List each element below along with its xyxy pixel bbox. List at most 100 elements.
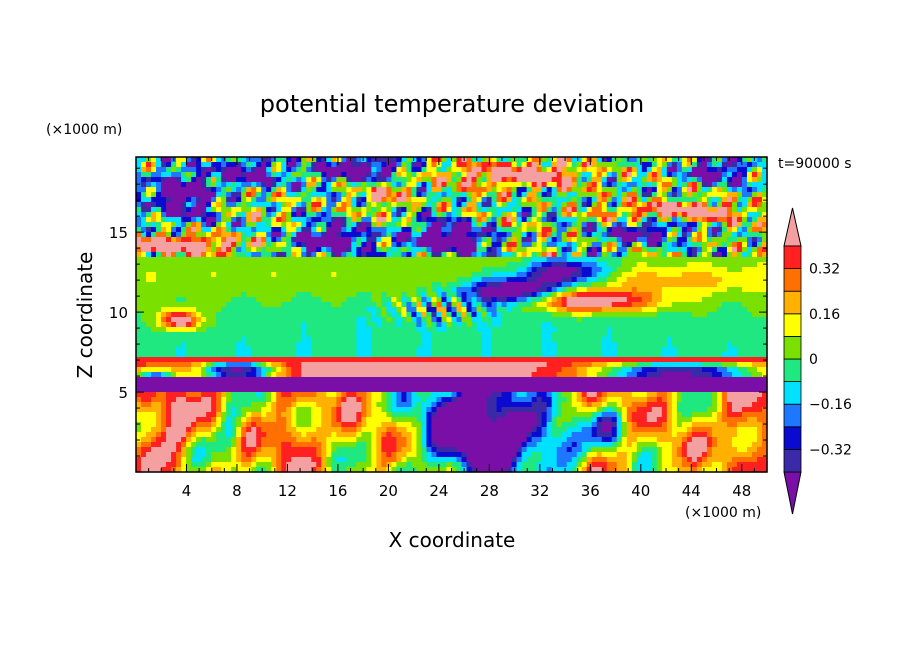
contour-cell	[211, 172, 217, 178]
contour-cell	[276, 257, 282, 263]
contour-cell	[216, 337, 222, 343]
contour-cell	[421, 182, 428, 188]
contour-cell	[241, 262, 247, 268]
contour-cell	[551, 282, 558, 288]
contour-cell	[251, 292, 257, 298]
contour-cell	[491, 312, 498, 318]
contour-cell	[481, 297, 488, 303]
contour-cell	[306, 352, 312, 358]
contour-cell	[316, 352, 322, 358]
contour-cell	[456, 172, 463, 178]
contour-cell	[511, 317, 518, 323]
contour-cell	[501, 222, 508, 228]
contour-cell	[611, 302, 618, 308]
contour-cell	[376, 172, 382, 178]
contour-cell	[291, 167, 297, 173]
contour-cell	[686, 322, 693, 328]
contour-cell	[446, 157, 453, 163]
contour-cell	[251, 212, 257, 218]
contour-cell	[636, 207, 643, 213]
contour-cell	[281, 177, 287, 183]
contour-cell	[661, 277, 668, 283]
contour-cell	[206, 222, 212, 228]
contour-cell	[181, 292, 187, 298]
contour-cell	[386, 252, 393, 258]
contour-cell	[321, 287, 327, 293]
contour-cell	[256, 257, 262, 263]
contour-cell	[466, 227, 473, 233]
contour-cell	[561, 162, 568, 168]
contour-cell	[596, 217, 603, 223]
contour-cell	[726, 157, 733, 163]
contour-cell	[751, 337, 758, 343]
contour-cell	[681, 342, 688, 348]
contour-cell	[731, 277, 738, 283]
contour-cell	[216, 212, 222, 218]
contour-cell	[751, 257, 758, 263]
contour-cell	[231, 347, 237, 353]
contour-cell	[676, 312, 683, 318]
contour-cell	[256, 172, 262, 178]
contour-cell	[291, 192, 297, 198]
contour-cell	[326, 157, 332, 163]
contour-cell	[401, 262, 408, 268]
contour-cell	[391, 277, 398, 283]
contour-cell	[731, 307, 738, 313]
contour-cell	[426, 172, 433, 178]
contour-cell	[621, 322, 628, 328]
contour-cell	[306, 172, 312, 178]
contour-cell	[406, 292, 413, 298]
contour-cell	[371, 272, 377, 278]
contour-cell	[371, 237, 377, 243]
contour-cell	[316, 282, 322, 288]
contour-cell	[576, 262, 583, 268]
contour-cell	[166, 167, 172, 173]
contour-cell	[411, 182, 418, 188]
contour-cell	[321, 222, 327, 228]
contour-cell	[441, 312, 448, 318]
contour-cell	[381, 162, 387, 168]
contour-cell	[571, 167, 578, 173]
contour-cell	[546, 237, 553, 243]
contour-cell	[526, 212, 533, 218]
contour-cell	[366, 262, 372, 268]
contour-cell	[561, 167, 568, 173]
contour-cell	[456, 297, 463, 303]
contour-cell	[481, 232, 488, 238]
contour-cell	[471, 352, 478, 358]
contour-cell	[751, 297, 758, 303]
contour-cell	[706, 322, 713, 328]
contour-cell	[751, 177, 758, 183]
contour-cell	[206, 237, 212, 243]
contour-cell	[661, 322, 668, 328]
contour-cell	[721, 332, 728, 338]
contour-cell	[681, 307, 688, 313]
contour-cell	[246, 227, 252, 233]
contour-cell	[516, 307, 523, 313]
contour-cell	[396, 302, 403, 308]
contour-cell	[496, 287, 503, 293]
contour-cell	[261, 327, 267, 333]
contour-cell	[516, 322, 523, 328]
contour-cell	[666, 252, 673, 258]
contour-cell	[496, 292, 503, 298]
contour-cell	[536, 217, 543, 223]
contour-cell	[526, 322, 533, 328]
contour-cell	[336, 287, 342, 293]
contour-cell	[251, 327, 257, 333]
contour-cell	[236, 202, 242, 208]
contour-cell	[661, 237, 668, 243]
contour-cell	[496, 282, 503, 288]
contour-cell	[626, 292, 633, 298]
contour-cell	[221, 197, 227, 203]
contour-cell	[186, 207, 192, 213]
contour-cell	[526, 282, 533, 288]
contour-cell	[401, 317, 408, 323]
contour-cell	[656, 172, 663, 178]
contour-cell	[171, 287, 177, 293]
contour-cell	[486, 217, 493, 223]
contour-cell	[356, 192, 362, 198]
contour-cell	[676, 207, 683, 213]
contour-cell	[651, 317, 658, 323]
contour-cell	[336, 307, 342, 313]
